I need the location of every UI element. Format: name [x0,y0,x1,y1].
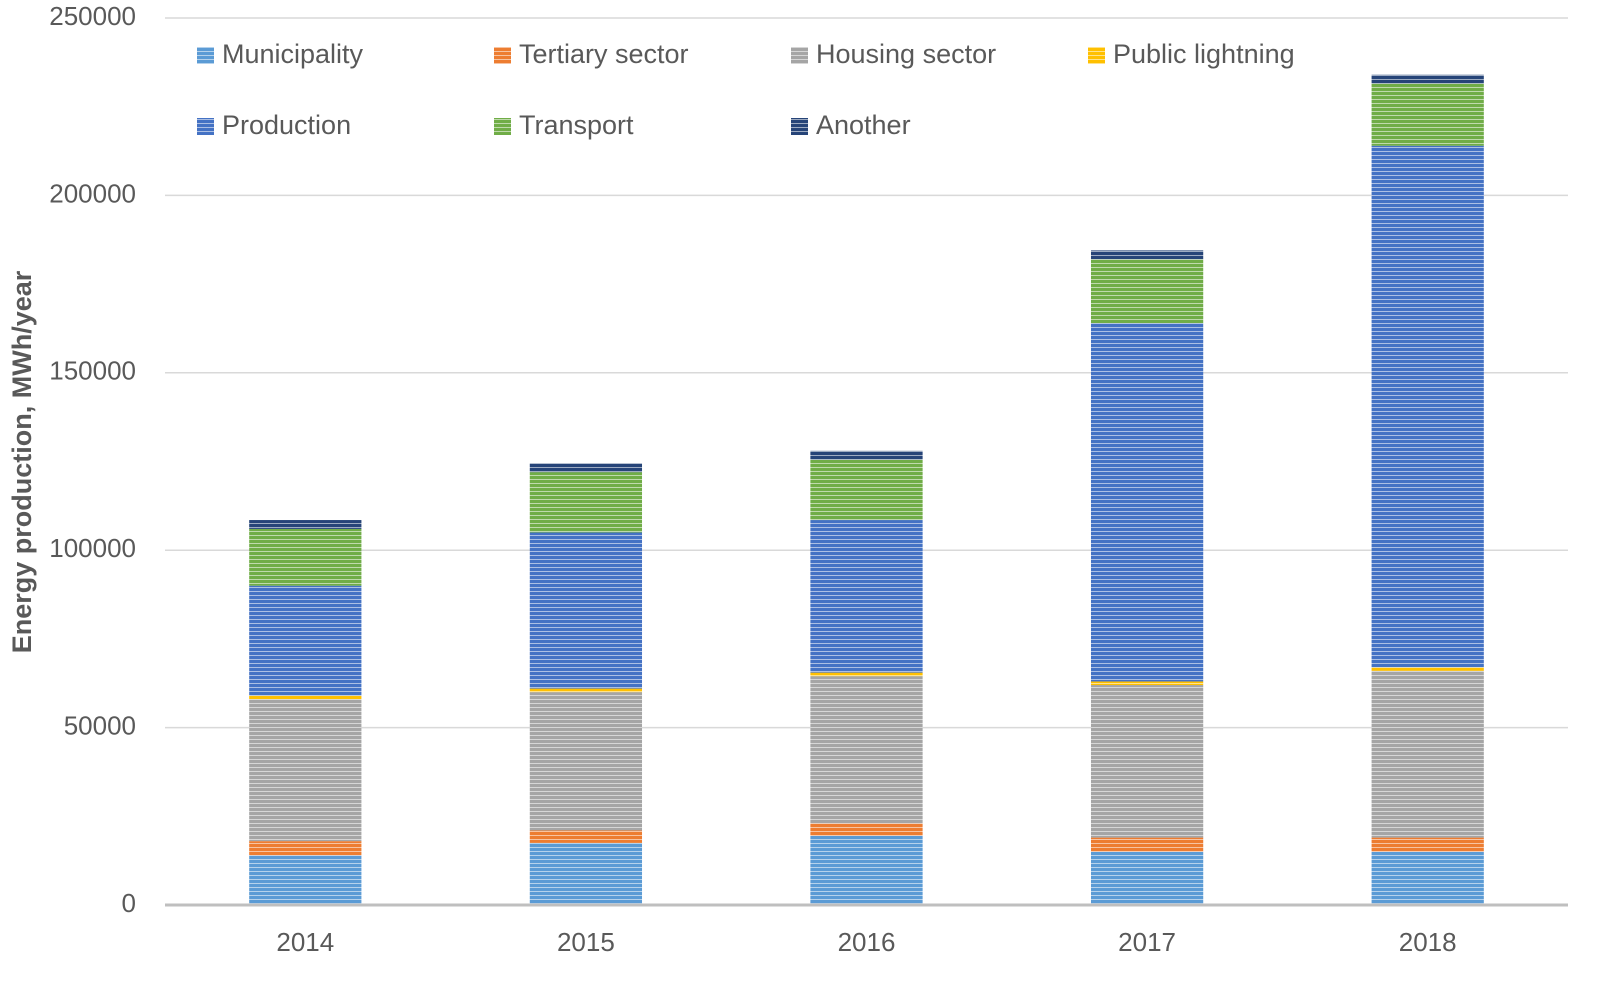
bar-segment [1090,681,1204,686]
bar-segment [810,450,923,460]
legend-label: Housing sector [816,39,996,69]
bar-segment [249,528,362,586]
bar-segment [249,585,362,696]
legend-swatch [1088,47,1105,64]
bar-segment [249,855,362,905]
y-tick-label: 200000 [49,178,136,208]
legend-swatch [197,47,214,64]
bar-segment [529,830,643,843]
legend-label: Transport [519,110,634,140]
bar-segment [1371,74,1484,84]
legend-label: Another [816,110,911,140]
legend-label: Public lightning [1113,39,1295,69]
bar-segment [810,520,923,673]
y-axis-label: Energy production, MWh/year [7,270,37,653]
bar-segment [249,841,362,856]
bar-segment [249,520,362,529]
bar-segment [529,472,643,533]
bar-segment [810,459,923,521]
bar-segment [529,692,643,831]
bar-segment [249,699,362,842]
x-tick-label: 2018 [1399,927,1457,957]
bar-segment [810,672,923,677]
bar-segment [1371,145,1484,668]
bar-segment [1371,851,1484,905]
bar-segment [1090,259,1204,324]
bar-segment [1090,250,1204,260]
bar-segment [1090,323,1204,682]
legend-swatch [791,118,808,135]
bar-segment [529,532,643,689]
y-tick-label: 150000 [49,356,136,386]
x-tick-label: 2015 [557,927,615,957]
bar-segment [1371,83,1484,146]
x-tick-label: 2016 [838,927,896,957]
x-tick-label: 2017 [1118,927,1176,957]
bar-segment [1371,837,1484,852]
legend-label: Tertiary sector [519,39,689,69]
bar-segment [810,823,923,836]
legend-swatch [197,118,214,135]
legend-label: Production [222,110,351,140]
legend-swatch [494,47,511,64]
y-tick-label: 100000 [49,533,136,563]
y-tick-label: 50000 [64,710,136,740]
bar-segment [1090,837,1204,852]
bar-segment [1371,667,1484,671]
bar-segment [1371,670,1484,838]
bar-segment [1090,851,1204,905]
bar-segment [529,463,643,473]
legend-label: Municipality [222,39,364,69]
bar-segment [529,842,643,905]
x-tick-label: 2014 [276,927,334,957]
y-tick-label: 0 [122,888,136,918]
bar-segment [810,835,923,905]
bar-segment [1090,685,1204,838]
bar-segment [529,688,643,693]
y-tick-label: 250000 [49,1,136,31]
legend-swatch [791,47,808,64]
bar-segment [249,695,362,700]
legend-swatch [494,118,511,135]
bar-segment [810,676,923,824]
